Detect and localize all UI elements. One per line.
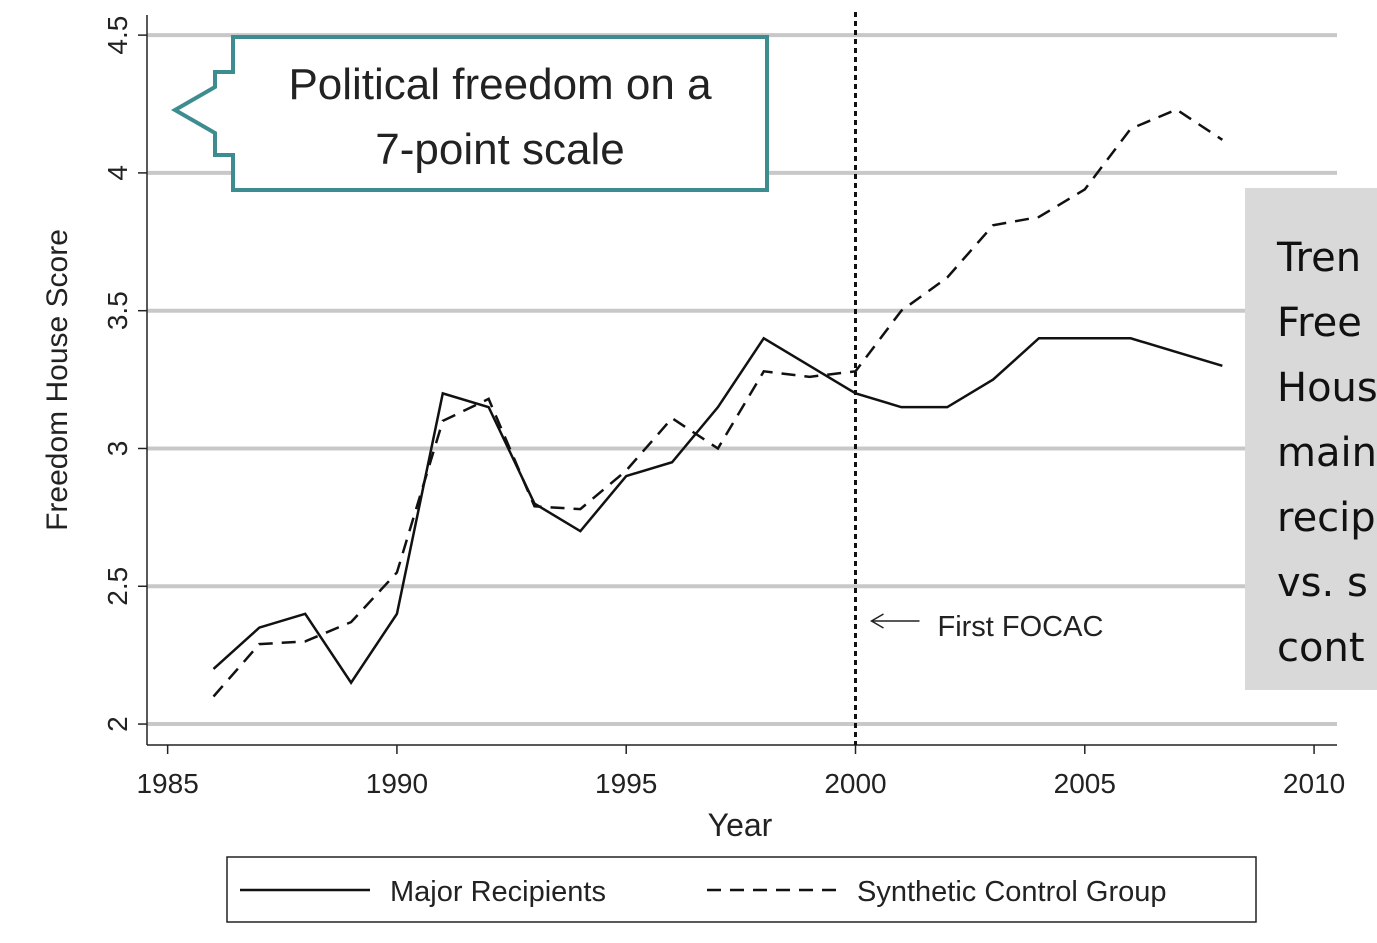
side-note-line: Free	[1277, 300, 1362, 346]
callout-box	[170, 35, 769, 192]
y-tick-label: 3.5	[102, 291, 133, 330]
annotation: First FOCAC	[937, 611, 1103, 643]
legend-label: Synthetic Control Group	[857, 876, 1166, 908]
y-tick-label: 4	[102, 165, 133, 181]
callout-text: 7-point scale	[375, 125, 624, 174]
y-tick-label: 3	[102, 441, 133, 457]
side-note-line: vs. s	[1277, 560, 1368, 606]
side-note-line: main	[1277, 430, 1377, 476]
side-note-line: Tren	[1277, 235, 1362, 281]
y-tick-label: 2.5	[102, 567, 133, 606]
x-tick-label: 1985	[136, 768, 198, 799]
legend-label: Major Recipients	[390, 876, 606, 908]
x-axis-label: Year	[708, 807, 773, 843]
side-note-line: cont	[1277, 625, 1365, 671]
side-note: Tren Free Hous main recip vs. s cont	[1245, 188, 1377, 690]
x-tick-label: 2000	[824, 768, 886, 799]
side-note-line: Hous	[1277, 365, 1377, 411]
y-tick-label: 4.5	[102, 16, 133, 55]
x-tick-label: 2005	[1054, 768, 1116, 799]
annotation-arrowhead	[870, 613, 884, 629]
y-axis-label: Freedom House Score	[41, 229, 74, 531]
series-line	[212, 336, 1223, 685]
y-tick-label: 2	[102, 716, 133, 732]
side-note-line: recip	[1277, 495, 1376, 541]
x-tick-label: 1990	[366, 768, 428, 799]
series-line	[212, 108, 1224, 698]
x-tick-label: 2010	[1283, 768, 1345, 799]
callout-text: Political freedom on a	[288, 60, 712, 109]
x-tick-label: 1995	[595, 768, 657, 799]
